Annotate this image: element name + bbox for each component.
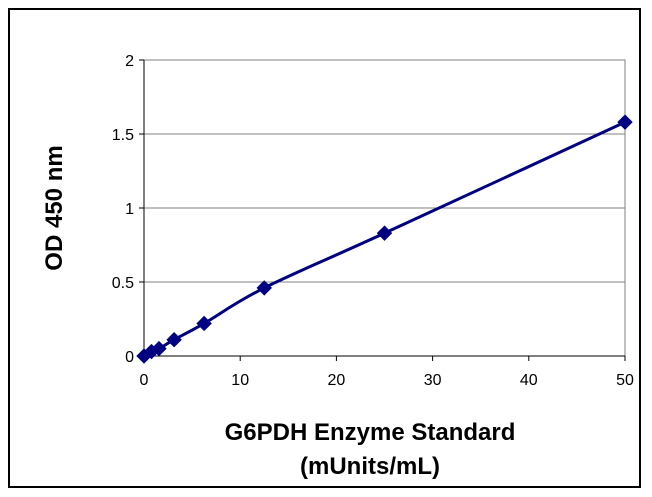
x-axis-ticks — [143, 356, 626, 361]
x-tick-label-2: 20 — [328, 372, 346, 389]
y-tick-label-3: 1.5 — [112, 127, 134, 144]
x-tick-label-5: 50 — [616, 372, 634, 389]
y-tick-label-1: 0.5 — [112, 275, 134, 292]
y-axis-ticks — [139, 59, 144, 357]
data-point-4 — [196, 315, 212, 332]
x-axis-title-line-2: (mUnits/mL) — [300, 453, 440, 480]
y-tick-label-0: 0 — [125, 349, 134, 366]
x-tick-label-0: 0 — [140, 372, 149, 389]
y-axis-tick-labels: 0 0.5 1 1.5 2 — [112, 53, 134, 366]
gridlines — [144, 59, 625, 283]
x-axis-tick-labels: 0 10 20 30 40 50 — [140, 372, 634, 389]
data-point-7 — [617, 114, 633, 130]
data-point-3 — [166, 332, 182, 348]
x-axis-title-line-1: G6PDH Enzyme Standard — [225, 419, 516, 446]
data-point-2 — [151, 340, 167, 357]
data-point-5 — [256, 280, 272, 296]
series-layer — [136, 114, 633, 364]
y-axis-title: OD 450 nm — [41, 145, 68, 270]
x-tick-label-1: 10 — [231, 372, 249, 389]
y-tick-label-2: 1 — [125, 201, 134, 218]
x-tick-label-3: 30 — [424, 372, 442, 389]
x-tick-label-4: 40 — [520, 372, 538, 389]
data-point-6 — [376, 225, 393, 241]
y-tick-label-4: 2 — [125, 53, 134, 70]
